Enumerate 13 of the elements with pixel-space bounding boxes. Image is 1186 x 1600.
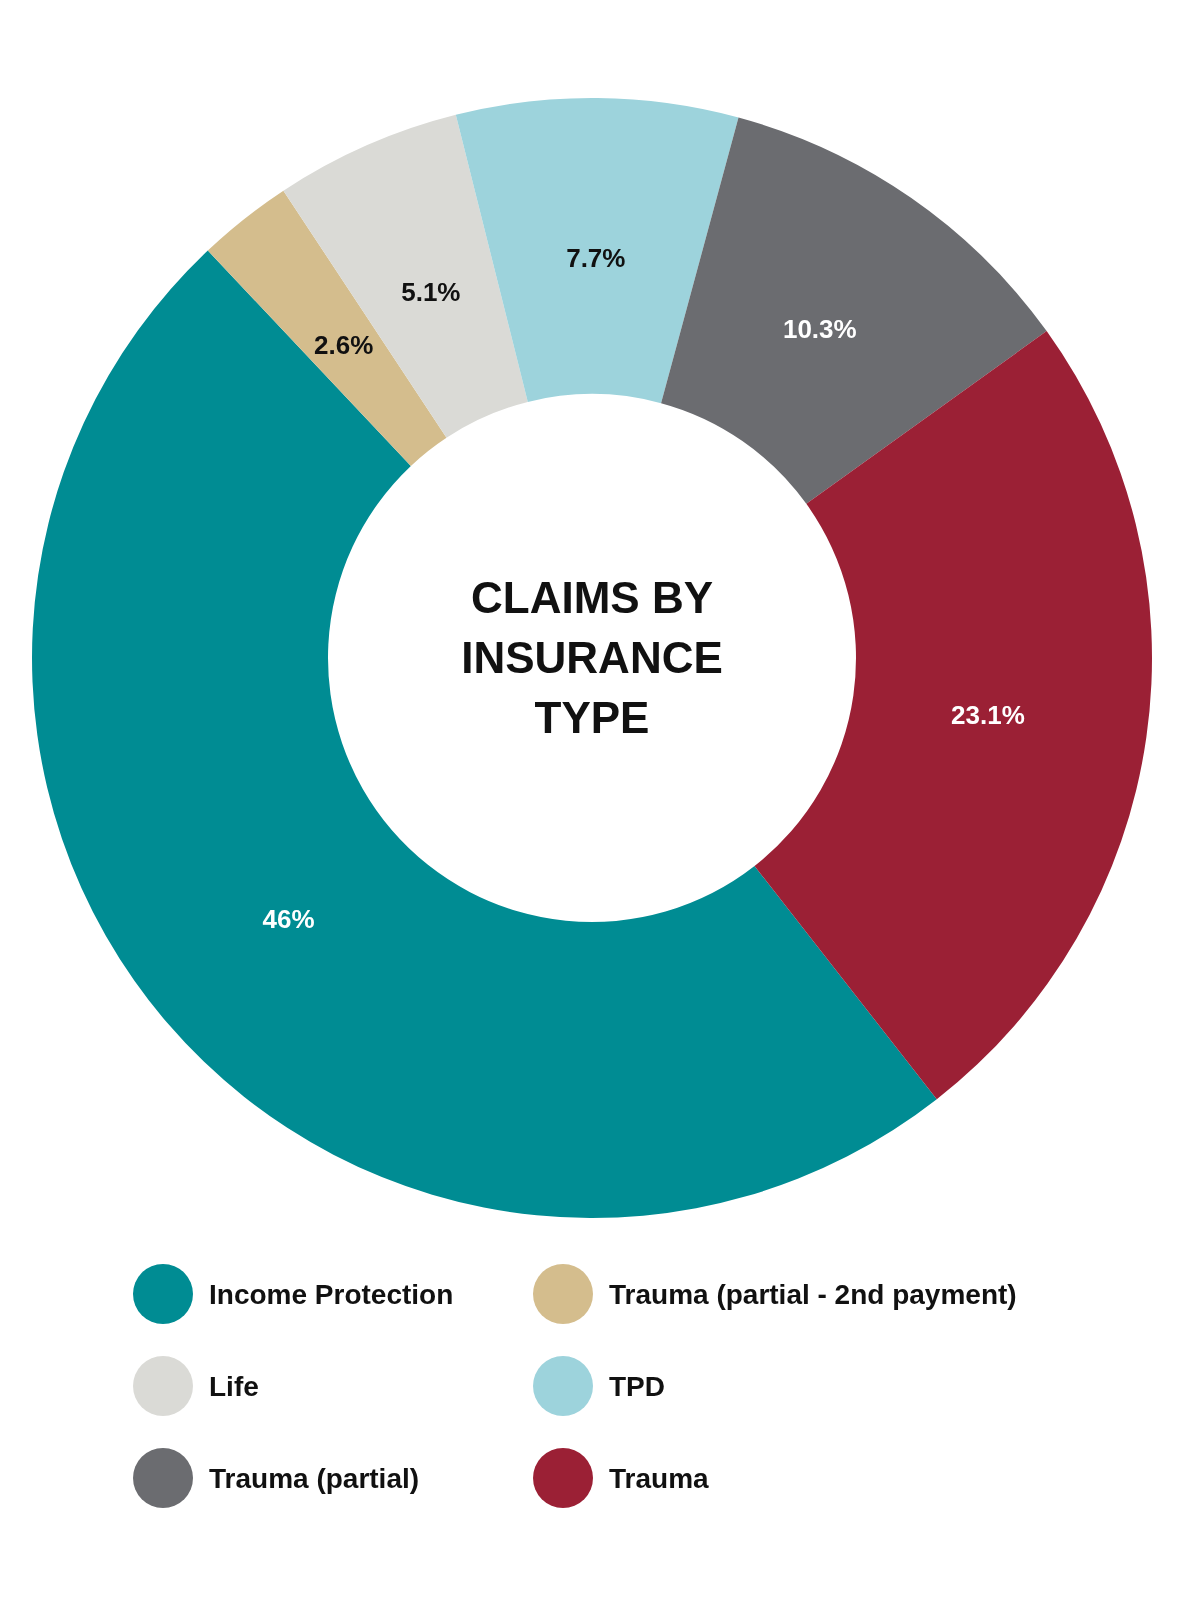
data-label: 46% — [262, 903, 315, 934]
legend-label: Trauma (partial - 2nd payment) — [609, 1278, 1017, 1310]
legend-label: Trauma (partial) — [209, 1462, 420, 1494]
legend-label: Life — [209, 1370, 259, 1402]
text: CLAIMS BY INSURANCE TYPE — [461, 573, 723, 743]
data-label: 2.6% — [314, 329, 374, 360]
legend-label: Trauma — [609, 1462, 710, 1494]
data-label: 7.7% — [566, 243, 626, 274]
data-label: 5.1% — [401, 277, 461, 307]
data-label: 10.3% — [782, 314, 857, 345]
data-label: 23.1% — [951, 699, 1025, 730]
legend-label: Income Protection — [209, 1278, 454, 1310]
legend-label: TPD — [609, 1370, 665, 1402]
